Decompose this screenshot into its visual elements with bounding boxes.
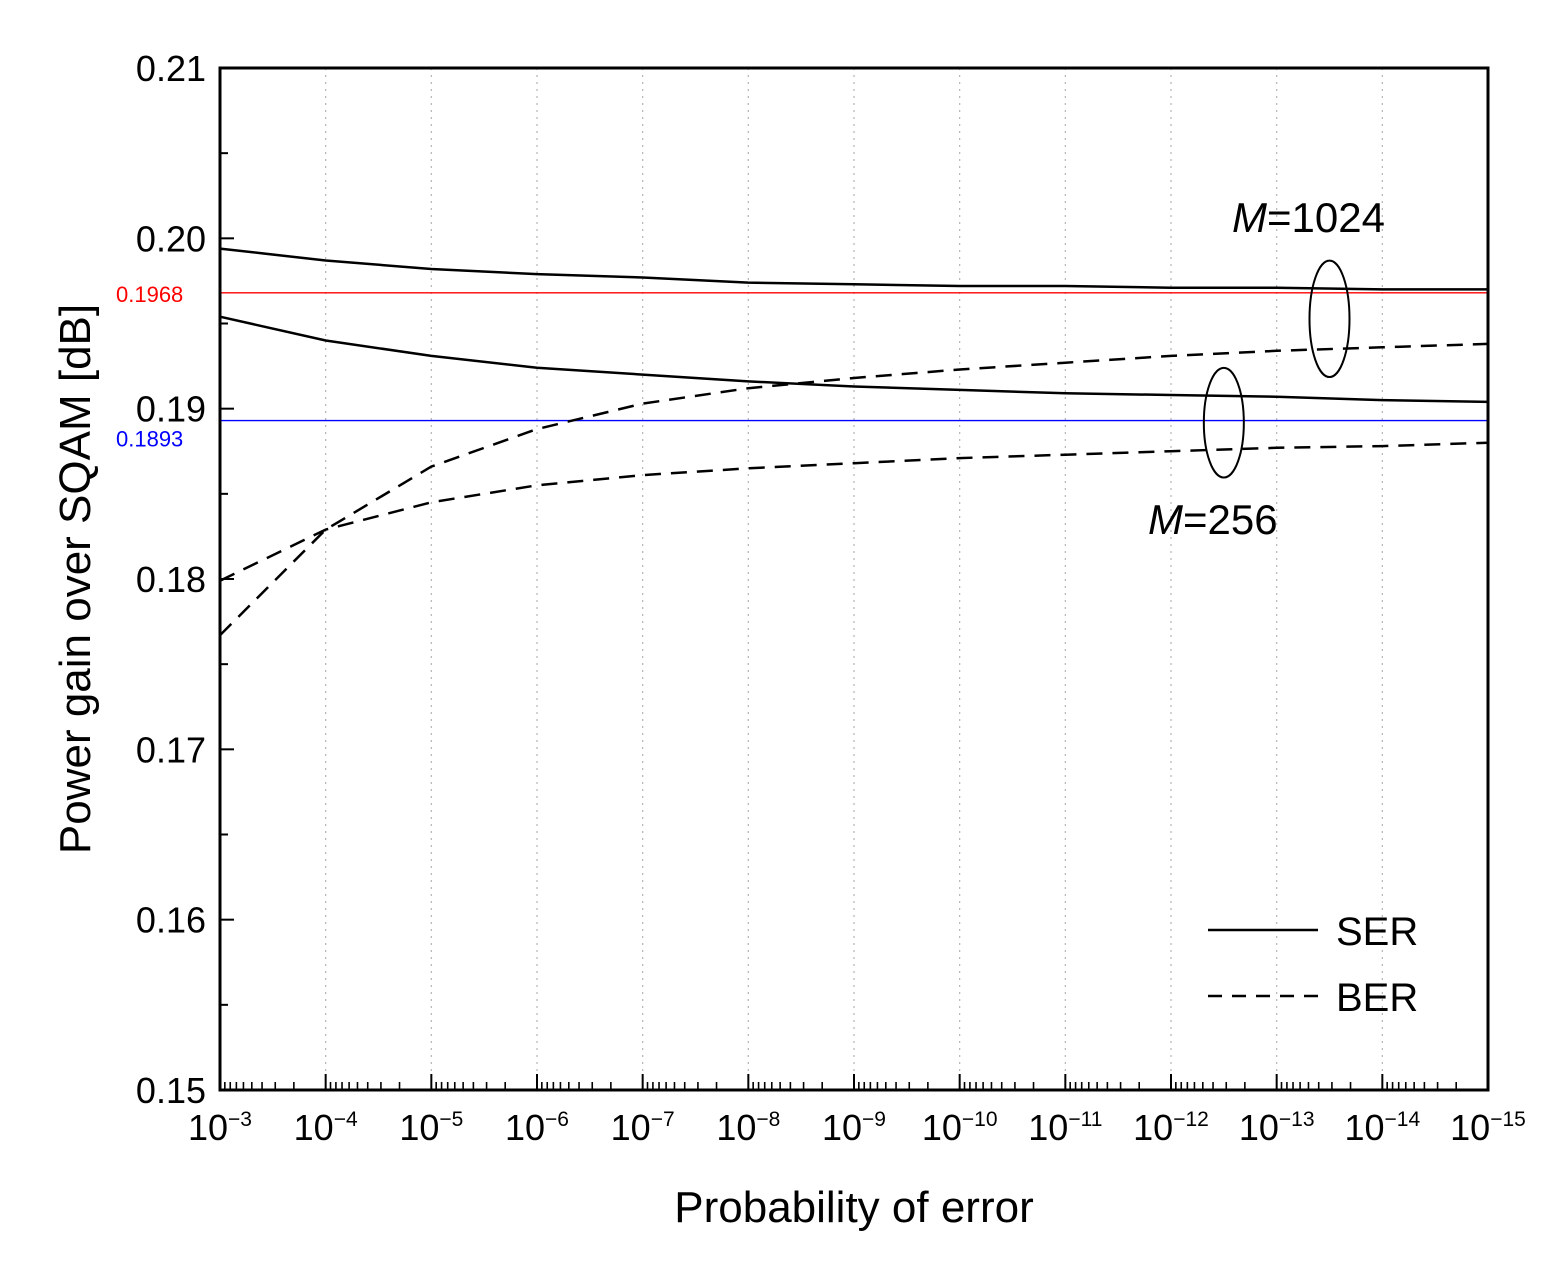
y-tick-label: 0.17 (136, 729, 206, 770)
group-ellipse-m256 (1202, 366, 1245, 479)
reference-line-label: 0.1893 (116, 427, 183, 452)
series-line-ber (219, 441, 1489, 582)
reference-line-label: 0.1968 (116, 282, 183, 307)
x-axis-title: Probability of error (674, 1183, 1033, 1232)
reference-lines: 0.1968 0.1893 (116, 282, 1488, 452)
x-tick-label: 10−8 (716, 1107, 780, 1148)
x-tick-label: 10−15 (1450, 1107, 1526, 1148)
annotation-m256-value: =256 (1183, 496, 1278, 543)
annotation-m1024: M=1024 (1232, 194, 1385, 241)
y-tick-label: 0.21 (136, 48, 206, 89)
y-tick-label: 0.15 (136, 1070, 206, 1111)
x-tick-label: 10−7 (611, 1107, 675, 1148)
x-tick-label: 10−10 (922, 1107, 998, 1148)
y-tick-label: 0.19 (136, 389, 206, 430)
x-tick-label: 10−6 (505, 1107, 569, 1148)
x-tick-label: 10−9 (822, 1107, 886, 1148)
annotation-m256: M=256 (1148, 496, 1278, 543)
y-axis-title: Power gain over SQAM [dB] (51, 304, 100, 854)
x-tick-label: 10−5 (399, 1107, 463, 1148)
x-tick-label: 10−12 (1133, 1107, 1209, 1148)
y-tick-label: 0.18 (136, 559, 206, 600)
legend: SER BER (1208, 910, 1418, 1020)
legend-label-ber: BER (1336, 976, 1418, 1020)
group-ellipses (1202, 259, 1351, 479)
legend-label-ser: SER (1336, 910, 1418, 954)
x-tick-label: 10−14 (1344, 1107, 1420, 1148)
series-line-ser (219, 247, 1488, 291)
series-lines (219, 247, 1489, 637)
y-tick-label: 0.16 (136, 900, 206, 941)
annotation-m1024-value: =1024 (1267, 194, 1385, 241)
grid-lines (325, 68, 1383, 1090)
x-tick-label: 10−11 (1028, 1107, 1102, 1148)
x-tick-label: 10−13 (1239, 1107, 1315, 1148)
y-tick-label: 0.20 (136, 218, 206, 259)
series-line-ser (219, 315, 1489, 404)
annotation-m1024-symbol: M (1232, 194, 1267, 241)
x-tick-label: 10−3 (188, 1107, 252, 1148)
group-ellipse-m1024 (1308, 259, 1351, 379)
annotation-m256-symbol: M (1148, 496, 1183, 543)
series-line-ber (219, 342, 1489, 637)
x-axis-ticks: 10−3 10−4 10−5 10−6 10−7 10−8 10−9 10−10 10−11 10… (188, 1074, 1526, 1148)
x-tick-label: 10−4 (294, 1107, 358, 1148)
y-axis-ticks: 0.15 0.16 0.17 0.18 0.19 0.20 0.21 (136, 48, 234, 1111)
